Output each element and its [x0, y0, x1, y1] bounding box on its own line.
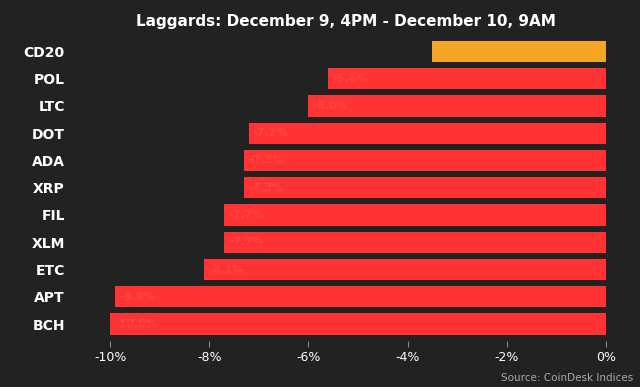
Text: -7.7%: -7.7%	[228, 237, 264, 247]
Text: -5.6%: -5.6%	[332, 74, 368, 84]
Bar	[308, 95, 606, 116]
Text: -7.3%: -7.3%	[248, 156, 284, 165]
Bar	[110, 313, 606, 335]
Bar	[244, 150, 606, 171]
Bar	[224, 204, 606, 226]
Text: Source: CoinDesk Indices: Source: CoinDesk Indices	[501, 373, 634, 383]
Bar	[204, 259, 606, 280]
Text: -7.7%: -7.7%	[228, 210, 264, 220]
Title: Laggards: December 9, 4PM - December 10, 9AM: Laggards: December 9, 4PM - December 10,…	[136, 14, 556, 29]
Text: -8.1%: -8.1%	[208, 264, 244, 274]
Bar	[224, 231, 606, 253]
Bar	[244, 177, 606, 198]
Text: -9.9%: -9.9%	[119, 292, 155, 302]
Text: -7.2%: -7.2%	[253, 128, 289, 138]
Text: -10.0%: -10.0%	[114, 319, 157, 329]
Bar	[115, 286, 606, 307]
Text: -6.0%: -6.0%	[312, 101, 348, 111]
Text: -3.5%: -3.5%	[436, 46, 472, 57]
Bar	[433, 41, 606, 62]
Text: -7.3%: -7.3%	[248, 183, 284, 193]
Bar	[249, 123, 606, 144]
Bar	[328, 68, 606, 89]
